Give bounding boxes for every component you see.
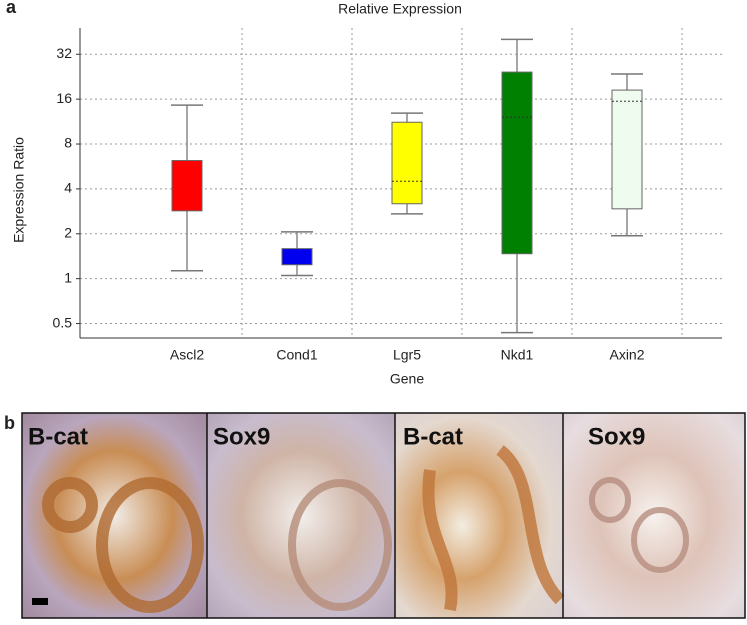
image-label: Sox9 [213,423,270,450]
plot: 0.5 1 2 4 8 16 32 Ascl2 Cond1 Lgr5 Nkd1 Axin2 [53,28,722,363]
image-label: B-cat [28,423,88,450]
y-tick-label: 16 [56,90,72,106]
x-tick-label: Lgr5 [393,347,421,363]
x-axis-label: Gene [390,371,424,387]
x-tick-label: Cond1 [276,347,317,363]
y-tick-label: 8 [64,135,72,151]
panel-label: a [6,0,17,17]
image-label: Sox9 [588,423,645,450]
x-tick-label: Axin2 [609,347,644,363]
chart-title: Relative Expression [338,1,462,17]
box [611,89,643,210]
box [391,121,423,205]
x-tick-label: Nkd1 [501,347,534,363]
y-tick-label: 4 [64,180,72,196]
y-tick-label: 1 [64,269,72,285]
image-panels [21,412,746,619]
box [501,71,533,255]
x-tick-label: Ascl2 [170,347,204,363]
box [281,248,313,266]
image-label: B-cat [403,423,463,450]
panel-label: b [4,413,15,433]
y-tick-label: 32 [56,45,72,61]
histology-image [563,413,745,618]
y-axis-label: Expression Ratio [11,137,27,243]
y-tick-label: 2 [64,224,72,240]
y-tick-label: 0.5 [53,314,73,330]
box [171,160,203,212]
